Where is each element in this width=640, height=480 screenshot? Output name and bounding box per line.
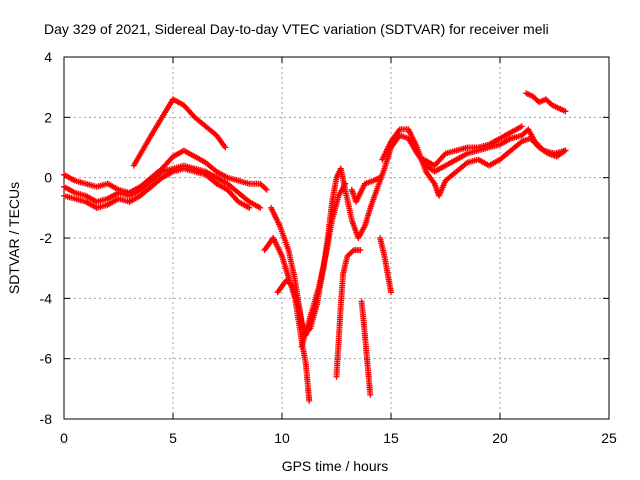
y-tick-label: -8 [40,411,53,427]
x-tick-label: 15 [383,430,399,446]
y-tick-label: 0 [44,170,52,186]
data-point [518,123,525,130]
data-point [377,174,384,181]
y-tick-label: -4 [40,290,53,306]
y-tick-label: 2 [44,109,52,125]
series-track-14 [420,123,525,169]
x-tick-label: 20 [492,430,508,446]
data-point [562,108,569,115]
series-track-9 [333,247,364,380]
series-track-3 [61,165,253,211]
chart-title: Day 329 of 2021, Sidereal Day-to-day VTE… [44,21,549,37]
series-track-15 [523,90,569,115]
x-tick-label: 25 [601,430,617,446]
tick-layer [63,56,610,420]
data-point [562,147,569,154]
y-tick-label: -6 [40,351,53,367]
series-track-2 [61,162,264,211]
y-tick-labels: -8 -6 -4 -2 0 2 4 [40,49,53,427]
data-point [349,248,356,255]
data-point [313,301,320,308]
data-point [288,282,295,289]
x-axis-label: GPS time / hours [282,458,389,474]
data-point [388,289,394,296]
series-track-13 [379,126,569,199]
series-track-4 [130,96,229,169]
data-point [367,391,374,398]
x-tick-label: 5 [169,430,177,446]
data-point [441,151,448,158]
data-point [262,185,269,192]
data-point [246,204,253,211]
data-points [61,90,569,404]
data-point [222,144,229,151]
y-axis-label: SDTVAR / TECUs [6,182,22,294]
data-point [306,397,313,404]
series-track-11 [377,235,394,296]
x-tick-labels: 0 5 10 15 20 25 [60,430,617,446]
x-tick-label: 0 [60,430,68,446]
y-tick-label: 4 [44,49,52,65]
y-tick-label: -2 [40,230,53,246]
data-point [257,204,264,211]
data-point [263,186,270,193]
series-track-8 [274,277,320,338]
data-point [357,247,364,254]
data-point [342,180,349,187]
series-track-10 [348,174,384,205]
data-point [306,326,313,333]
x-tick-label: 10 [274,430,290,446]
series-track-12 [358,298,374,398]
